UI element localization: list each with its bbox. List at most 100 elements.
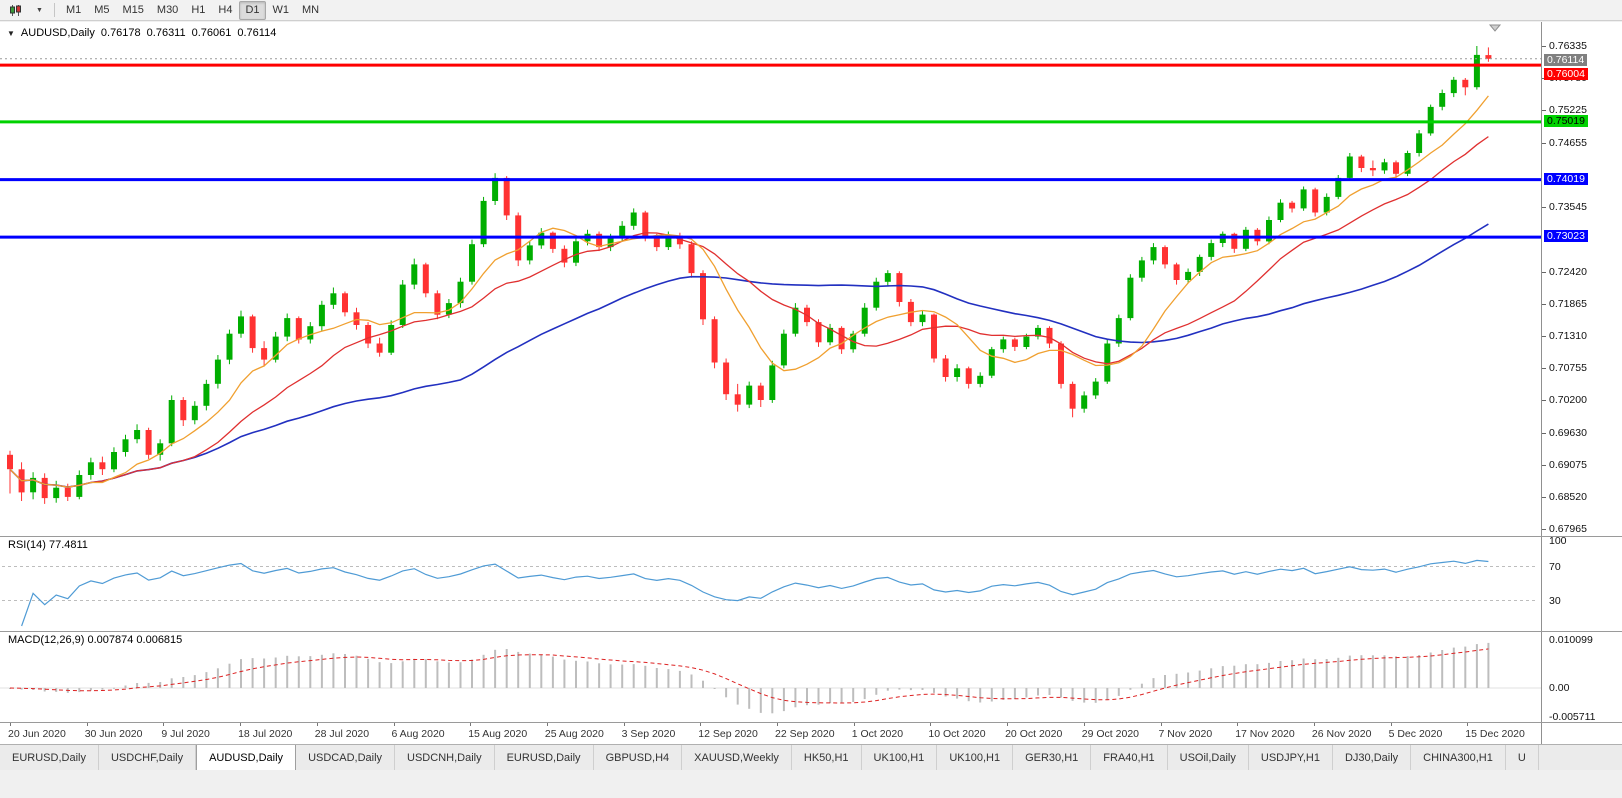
macd-axis-label: 0.010099 [1549,634,1593,646]
macd-histogram-bar [863,688,866,700]
candle [353,307,360,330]
tab-usdcad-daily[interactable]: USDCAD,Daily [296,745,396,770]
chart-tab-bar: EURUSD,Daily USDCHF,Daily AUDUSD,Daily USDC… [0,744,1622,770]
tab-china300-h1[interactable]: CHINA300,H1 [1411,745,1506,770]
timeframe-button-h4[interactable]: H4 [218,4,233,16]
macd-histogram-bar [1371,655,1374,688]
candle [1369,160,1376,177]
tab-u[interactable]: U [1505,745,1539,770]
candle [1439,89,1446,111]
candle [111,447,117,473]
tab-usoil-daily[interactable]: USOil,Daily [1167,745,1249,770]
tab-uk100-h1[interactable]: UK100,H1 [937,745,1014,770]
candle [1346,153,1353,181]
price-chart-plot[interactable] [0,22,1541,536]
tab-uk100-h1[interactable]: UK100,H1 [861,745,938,770]
candle [87,457,94,480]
macd-histogram-bar [644,665,647,688]
price-tickmark [1542,497,1546,498]
chart-window[interactable]: ▼ AUDUSD,Daily 0.76178 0.76311 0.76061 0… [0,22,1622,744]
tab-audusd-daily[interactable]: AUDUSD,Daily [196,745,297,770]
date-label: 9 Jul 2020 [161,728,210,740]
candle [1138,256,1145,282]
date-tickmark [1237,723,1239,726]
candle [388,320,395,355]
panel-separator[interactable] [0,536,1622,537]
macd-histogram-bar [1117,688,1120,696]
tab-usdjpy-h1[interactable]: USDJPY,H1 [1248,745,1333,770]
ohlc-close: 0.76114 [237,27,277,39]
tab-eurusd-daily[interactable]: EURUSD,Daily [494,745,594,770]
candle [573,237,579,267]
tab-usdcnh-daily[interactable]: USDCNH,Daily [395,745,495,770]
macd-histogram-bar [713,688,716,689]
timeframe-button-mn[interactable]: MN [302,4,320,16]
one-click-trading-icon[interactable]: ▼ [7,28,15,38]
timeframe-button-d1[interactable]: D1 [239,0,266,20]
macd-histogram-bar [621,664,624,688]
macd-histogram-bar [378,662,381,688]
macd-histogram-bar [332,653,335,688]
candle [977,372,984,388]
candle [1450,76,1457,98]
candle [342,291,348,317]
macd-histogram-bar [586,661,589,688]
candle [734,383,741,412]
macd-panel[interactable] [0,632,1541,722]
macd-histogram-bar [748,688,751,709]
macd-histogram-bar [355,655,358,688]
date-label: 10 Oct 2020 [928,728,986,740]
chart-shift-marker-icon[interactable] [1488,24,1502,32]
price-axis[interactable]: 0.763350.757800.752250.746550.735450.724… [1541,22,1622,744]
tab-fra40-h1[interactable]: FRA40,H1 [1091,745,1168,770]
candle [411,258,418,290]
candle [884,270,891,286]
candle [873,277,880,311]
tab-ger30-h1[interactable]: GER30,H1 [1013,745,1092,770]
timeframe-button-h1[interactable]: H1 [191,4,206,16]
macd-histogram-bar [517,651,520,688]
macd-histogram-bar [494,649,497,688]
candle [1416,130,1423,157]
macd-histogram-bar [898,688,901,690]
date-tickmark [1160,723,1162,726]
candle [561,245,568,268]
timeframe-button-m30[interactable]: M30 [156,4,179,16]
macd-histogram-bar [1025,688,1028,698]
macd-histogram-bar [390,663,393,688]
timeframe-button-w1[interactable]: W1 [272,4,290,16]
macd-histogram-bar [251,658,254,688]
date-axis[interactable]: 20 Jun 2020 30 Jun 2020 9 Jul 2020 18 Jul 2… [0,723,1541,744]
candle [365,322,372,349]
tab-xauusd-weekly[interactable]: XAUUSD,Weekly [682,745,792,770]
macd-histogram-bar [1187,672,1190,688]
price-tag-0.73023: 0.73023 [1544,230,1588,243]
timeframe-button-m5[interactable]: M5 [94,4,110,16]
macd-histogram-bar [909,688,912,691]
date-label: 22 Sep 2020 [775,728,835,740]
timeframe-button-m1[interactable]: M1 [65,4,82,16]
candle [549,231,556,253]
tab-hk50-h1[interactable]: HK50,H1 [791,745,862,770]
tab-usdchf-daily[interactable]: USDCHF,Daily [98,745,197,770]
macd-histogram-bar [1441,650,1444,688]
rsi-panel[interactable] [0,537,1541,631]
chart-type-button[interactable] [3,1,29,20]
tab-gbpusd-h4[interactable]: GBPUSD,H4 [593,745,683,770]
tab-eurusd-daily[interactable]: EURUSD,Daily [0,745,99,770]
panel-separator[interactable] [0,631,1622,632]
date-label: 29 Oct 2020 [1081,728,1140,740]
candle [1058,341,1064,389]
macd-histogram-bar [551,656,554,688]
price-tick-label: 0.70200 [1549,394,1587,406]
macd-histogram-bar [990,688,993,702]
date-label: 7 Nov 2020 [1158,728,1213,740]
candle [1266,216,1272,245]
macd-histogram-bar [1348,655,1351,688]
date-tickmark [10,723,11,726]
chart-type-dropdown[interactable]: ▼ [30,1,49,20]
date-tickmark [546,723,548,726]
tab-dj30-daily[interactable]: DJ30,Daily [1332,745,1412,770]
timeframe-button-m15[interactable]: M15 [122,4,144,16]
macd-histogram-bar [540,654,543,688]
